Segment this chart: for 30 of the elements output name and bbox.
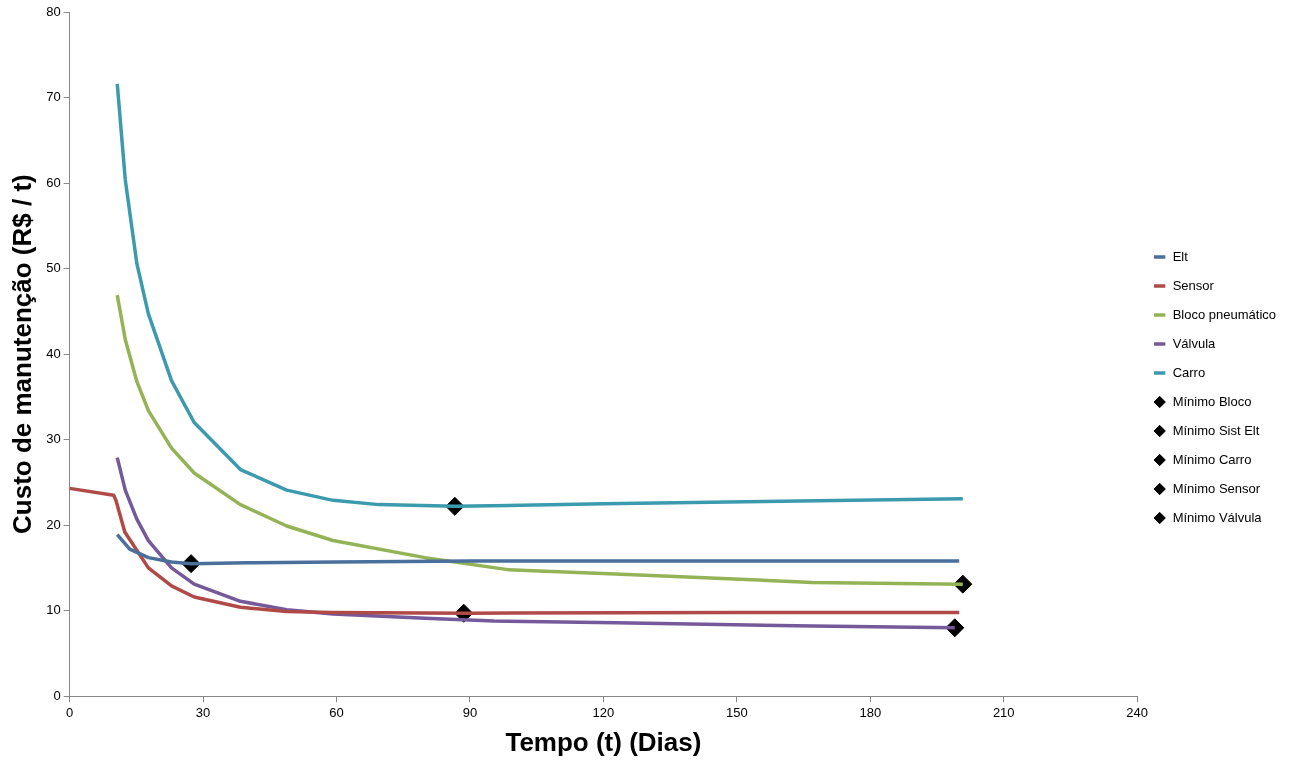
- legend-label: Mínimo Sensor: [1172, 480, 1261, 496]
- y-tick-label: 30: [46, 431, 61, 447]
- y-tick-label: 10: [46, 602, 61, 618]
- legend-label: Mínimo Bloco: [1172, 393, 1252, 409]
- x-tick-label: 0: [66, 704, 74, 720]
- x-tick-label: 30: [195, 704, 211, 720]
- x-tick-label: 240: [1126, 704, 1149, 720]
- legend-label: Mínimo Sist Elt: [1172, 422, 1260, 438]
- legend-label: Mínimo Válvula: [1172, 509, 1263, 525]
- x-tick-label: 180: [859, 704, 882, 720]
- x-tick-label: 120: [592, 704, 615, 720]
- x-tick-label: 90: [462, 704, 478, 720]
- x-tick-label: 60: [329, 704, 344, 720]
- x-tick-label: 150: [726, 704, 748, 720]
- y-axis-title: Custo de manutenção (R$ / t): [6, 174, 37, 534]
- y-tick-label: 50: [46, 260, 61, 276]
- y-tick-label: 40: [46, 345, 61, 361]
- legend-label: Sensor: [1172, 277, 1215, 293]
- y-tick-label: 20: [46, 516, 61, 532]
- legend-label: Bloco pneumático: [1172, 306, 1276, 322]
- y-tick-label: 70: [46, 89, 61, 105]
- legend-label: Carro: [1172, 364, 1206, 380]
- y-tick-label: 60: [46, 174, 61, 190]
- x-tick-label: 210: [992, 704, 1015, 720]
- y-tick-label: 80: [46, 3, 61, 19]
- legend-label: Elt: [1172, 248, 1189, 264]
- legend-label: Válvula: [1172, 335, 1217, 351]
- x-axis-title: Tempo (t) (Dias): [505, 726, 702, 757]
- y-tick-label: 0: [53, 687, 61, 703]
- legend-label: Mínimo Carro: [1172, 451, 1252, 467]
